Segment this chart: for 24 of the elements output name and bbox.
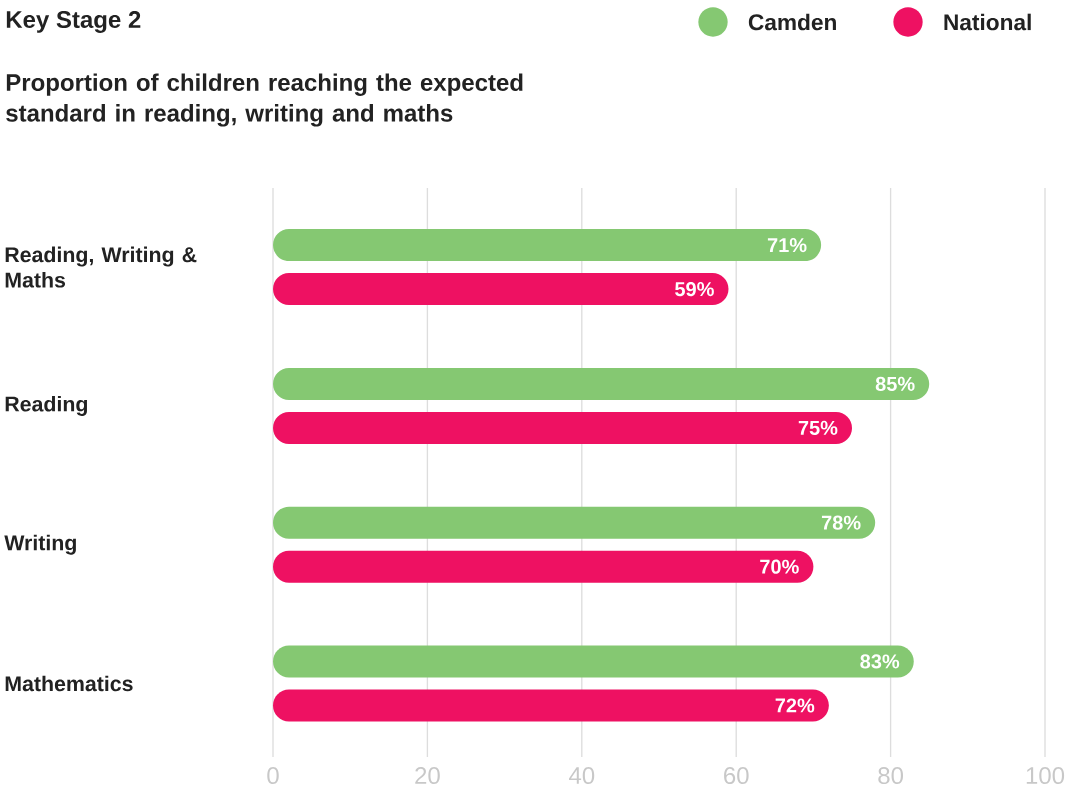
- bar: [273, 506, 876, 539]
- chart-subtitle: Proportion of children reaching the expected standard in reading, writing and maths: [6, 73, 523, 127]
- bar: [273, 229, 822, 262]
- y-tick-label: Writing: [4, 534, 76, 555]
- data-label: 59%: [675, 282, 714, 297]
- data-label: 83%: [860, 654, 900, 669]
- y-tick-label: Reading: [5, 395, 88, 416]
- bar: [273, 689, 829, 722]
- bar: [273, 550, 814, 583]
- bar: [273, 367, 930, 400]
- data-label: 78%: [821, 515, 861, 530]
- bar: [273, 273, 729, 306]
- data-label: 85%: [875, 376, 915, 391]
- data-label: 70%: [760, 559, 799, 574]
- data-label: 75%: [798, 420, 838, 435]
- data-label: 71%: [767, 238, 807, 253]
- y-tick-label: Reading, Writing & Maths: [5, 246, 197, 288]
- bar: [273, 645, 914, 678]
- legend-label: Camden: [748, 13, 836, 31]
- bar: [273, 411, 853, 444]
- y-tick-label: Mathematics: [5, 675, 133, 692]
- data-label: 72%: [775, 698, 815, 713]
- text: Key Stage 2: [6, 11, 141, 33]
- legend-label: National: [944, 13, 1031, 31]
